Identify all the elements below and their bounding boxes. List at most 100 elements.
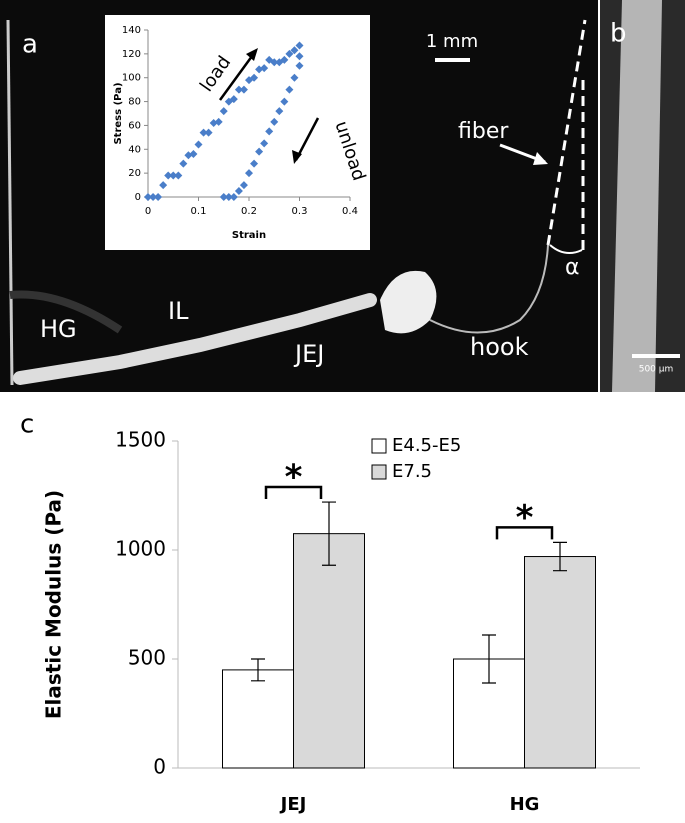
point: [265, 127, 274, 136]
scale-label: 1 mm: [426, 31, 478, 52]
y-tick-label: 20: [128, 168, 141, 179]
region-label: HG: [40, 315, 77, 343]
x-tick-label: 0.2: [241, 206, 257, 217]
y-tick-label: 100: [122, 73, 141, 84]
fiber-image: [612, 0, 662, 392]
y-tick-label: 1000: [115, 537, 166, 561]
point: [199, 128, 208, 137]
legend-label: E4.5-E5: [392, 435, 461, 456]
x-tick-label: 0.1: [191, 206, 207, 217]
tissue-blob: [380, 270, 437, 334]
error-bar: [482, 634, 496, 684]
error-bar: [553, 541, 567, 572]
hook-label: hook: [470, 333, 529, 361]
point: [214, 117, 223, 126]
arrow-head: [533, 152, 548, 165]
point: [239, 181, 248, 190]
bracket: [264, 485, 323, 500]
panel-label: c: [20, 410, 34, 440]
point: [224, 193, 233, 201]
bar: [293, 533, 365, 769]
tissue-shadow: [9, 290, 123, 334]
scale-label: 500 µm: [639, 365, 674, 375]
significance: *: [516, 498, 534, 538]
region-label: JEJ: [293, 340, 324, 368]
y-tick-label: 80: [128, 97, 141, 108]
y-tick-label: 140: [122, 25, 141, 36]
point: [280, 97, 289, 106]
y-axis-label: Stress (Pa): [113, 82, 124, 144]
y-tick-label: 500: [128, 646, 166, 670]
bar: [524, 556, 596, 769]
point: [290, 46, 299, 55]
point: [275, 107, 284, 116]
point: [154, 193, 163, 201]
y-tick-label: 120: [122, 49, 141, 60]
tissue: [13, 293, 377, 385]
point: [260, 139, 269, 148]
bracket: [495, 526, 554, 540]
legend-swatch: [371, 438, 387, 454]
unload-arrow: [294, 117, 320, 161]
x-tick-label: 0: [145, 206, 151, 217]
legend-swatch: [371, 464, 387, 480]
fiber-line: [546, 19, 587, 246]
x-axis-label: Strain: [232, 230, 266, 241]
x-tick-label: 0.3: [292, 206, 308, 217]
panel-label: b: [610, 19, 627, 49]
point: [285, 49, 294, 58]
angle-label: α: [565, 255, 580, 280]
arrow-head: [246, 48, 258, 61]
hook-line: [429, 244, 549, 334]
arrow-head: [292, 150, 302, 164]
y-tick-label: 60: [128, 120, 141, 131]
point: [245, 169, 253, 178]
point: [295, 41, 304, 50]
point: [229, 193, 238, 201]
error-bar: [322, 501, 336, 566]
x-tick-label: HG: [510, 794, 540, 815]
panel-label: a: [22, 30, 38, 60]
point: [280, 55, 289, 64]
wire: [6, 19, 14, 386]
point: [239, 85, 248, 94]
legend-label: E7.5: [392, 461, 432, 482]
y-tick-label: 40: [128, 144, 141, 155]
point: [234, 85, 243, 94]
point: [179, 159, 188, 168]
point: [204, 128, 213, 137]
point: [270, 117, 279, 126]
inset: [105, 15, 370, 250]
y-tick-label: 0: [153, 755, 166, 779]
y-axis-label: Elastic Modulus (Pa): [42, 490, 66, 719]
y-tick-label: 1500: [115, 428, 166, 452]
point: [189, 150, 198, 159]
x-tick-label: JEJ: [279, 794, 307, 815]
point: [149, 193, 158, 201]
significance: *: [285, 458, 303, 498]
point: [260, 64, 269, 73]
point: [250, 73, 259, 82]
point: [295, 52, 304, 61]
error-bar: [251, 658, 265, 682]
point: [250, 159, 259, 168]
load-arrow: [218, 51, 257, 101]
point: [270, 58, 279, 67]
point: [219, 193, 228, 201]
bar: [222, 669, 294, 769]
region-label: IL: [168, 297, 189, 325]
y-tick-label: 0: [135, 192, 141, 203]
point: [169, 171, 178, 180]
point: [229, 95, 238, 104]
point: [159, 181, 168, 190]
point: [174, 171, 183, 180]
point: [194, 140, 203, 149]
x-tick-label: 0.4: [342, 206, 358, 217]
point: [255, 147, 264, 156]
point: [164, 171, 173, 180]
point: [295, 61, 304, 70]
point: [144, 193, 152, 201]
angle-arc: [549, 244, 583, 255]
point: [290, 73, 299, 82]
